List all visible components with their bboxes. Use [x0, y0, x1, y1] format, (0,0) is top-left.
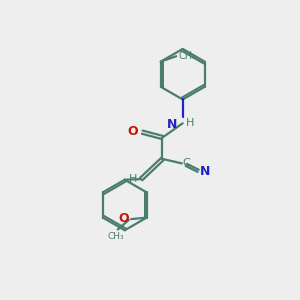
Text: O: O [119, 212, 129, 225]
Text: H: H [128, 173, 137, 184]
Text: N: N [200, 166, 210, 178]
Text: CH₃: CH₃ [178, 51, 196, 61]
Text: H: H [186, 118, 195, 128]
Text: C: C [182, 158, 190, 168]
Text: O: O [128, 125, 138, 138]
Text: N: N [167, 118, 177, 131]
Text: CH₃: CH₃ [108, 232, 124, 241]
